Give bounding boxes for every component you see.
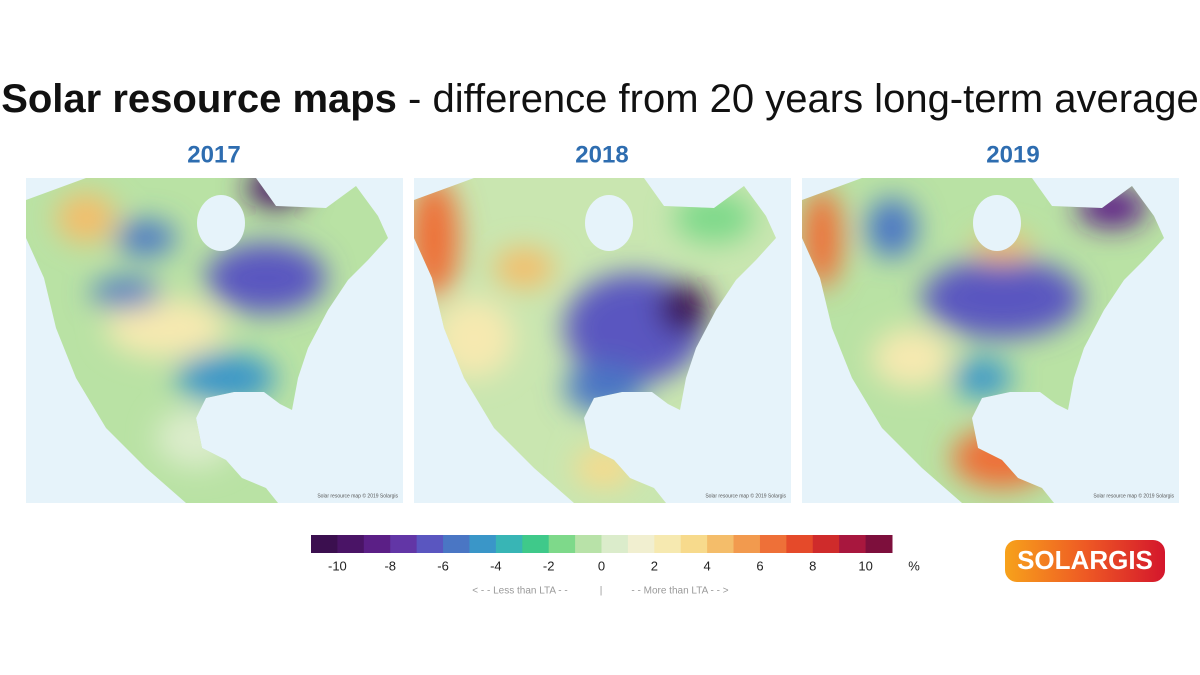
map-panel: Solar resource map © 2019 Solargis	[26, 178, 403, 503]
legend-swatch	[416, 535, 444, 553]
legend-swatch	[522, 535, 550, 553]
legend-tick-label: -8	[384, 558, 396, 573]
legend-less: < - - Less than LTA - -	[472, 586, 568, 597]
legend-tick-label: 10	[858, 558, 872, 573]
legend-swatch	[495, 535, 523, 553]
anomaly-field	[56, 178, 326, 468]
title-rest: - difference from 20 years long-term ave…	[397, 77, 1199, 121]
legend-swatch	[337, 535, 365, 553]
map-year: 2018	[575, 141, 628, 168]
title: Solar resource maps - difference from 20…	[1, 77, 1199, 121]
map-panel: Solar resource map © 2019 Solargis	[802, 178, 1179, 503]
legend-swatch	[390, 535, 418, 553]
map-panel: Solar resource map © 2019 Solargis	[414, 178, 791, 503]
legend-swatch	[786, 535, 814, 553]
legend-tick-label: 8	[809, 558, 816, 573]
legend-swatch	[548, 535, 576, 553]
legend-tick-label: 6	[756, 558, 763, 573]
legend-tick-label: -10	[328, 558, 347, 573]
legend-swatch	[680, 535, 708, 553]
legend-swatch	[812, 535, 840, 553]
map-year: 2017	[187, 141, 240, 168]
title-bold: Solar resource maps	[1, 77, 397, 121]
legend-unit: %	[908, 558, 920, 573]
logo-badge	[1005, 540, 1165, 582]
legend-swatch	[363, 535, 391, 553]
legend-tick-label: 0	[598, 558, 605, 573]
legend-swatch	[575, 535, 602, 553]
legend-swatch	[759, 535, 787, 553]
legend-more: - - More than LTA - - >	[631, 586, 728, 597]
legend-swatch	[733, 535, 761, 553]
map-credit: Solar resource map © 2019 Solargis	[1093, 492, 1174, 499]
legend-tick-label: -6	[437, 558, 449, 573]
legend-swatch	[443, 535, 470, 553]
legend-swatch	[865, 535, 893, 553]
legend-swatch	[469, 535, 497, 553]
map-credit: Solar resource map © 2019 Solargis	[705, 492, 786, 499]
legend-tick-label: -2	[543, 558, 555, 573]
map-credit: Solar resource map © 2019 Solargis	[317, 492, 398, 499]
legend-tick-label: -4	[490, 558, 502, 573]
legend: -10 -8 -6 -4 -2 0 2 4 6 8 10	[311, 535, 893, 573]
legend-swatch	[654, 535, 682, 553]
legend-swatch	[601, 535, 629, 553]
legend-divider: |	[600, 586, 603, 597]
legend-tick-label: 4	[704, 558, 711, 573]
logo: SOLARGIS	[1017, 545, 1153, 575]
legend-swatch	[707, 535, 735, 553]
legend-swatch	[627, 535, 655, 553]
map-year: 2019	[986, 141, 1039, 168]
legend-tick-label: 2	[651, 558, 658, 573]
legend-swatch	[311, 535, 338, 553]
legend-swatch	[839, 535, 867, 553]
